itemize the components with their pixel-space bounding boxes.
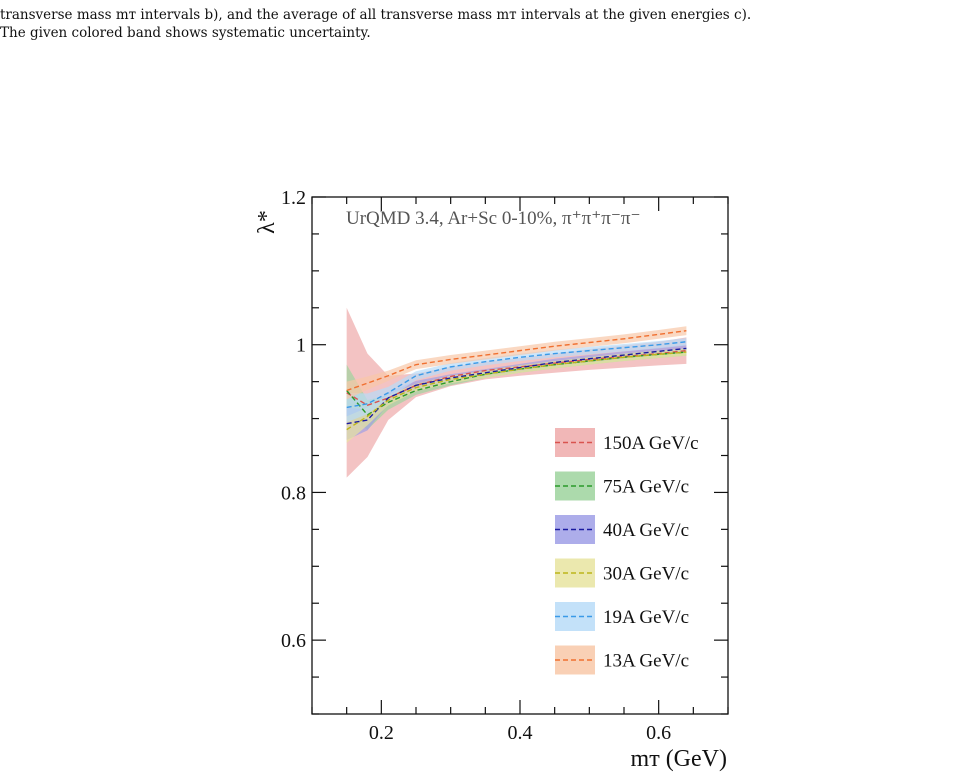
line-19a-gev-c	[346, 341, 687, 409]
x-tick-label: 0.2	[369, 722, 394, 744]
series-lines	[346, 329, 687, 431]
line-75a-gev-c	[346, 351, 687, 416]
legend: 150A GeV/c 75A GeV/c 40A GeV/c 30A GeV/c 19A…	[555, 428, 699, 675]
y-tick-label: 1	[296, 335, 306, 357]
x-tick-label: 0.4	[508, 722, 533, 744]
y-axis-title: λ*	[254, 210, 280, 234]
legend-label: 40A GeV/c	[603, 520, 689, 541]
legend-item-40a-gev-c: 40A GeV/c	[555, 515, 689, 544]
legend-label: 19A GeV/c	[603, 607, 689, 628]
legend-label: 150A GeV/c	[603, 433, 699, 454]
line-40a-gev-c	[346, 347, 687, 425]
legend-item-19a-gev-c: 19A GeV/c	[555, 602, 689, 631]
legend-label: 75A GeV/c	[603, 477, 689, 498]
axis-ticks: 0.2 0.4 0.6 0.6 0.8 1 1.2	[281, 187, 729, 744]
caption-line-1: transverse mass mᴛ intervals b), and the…	[0, 7, 752, 23]
legend-item-30a-gev-c: 30A GeV/c	[555, 558, 689, 588]
figure-caption: transverse mass mᴛ intervals b), and the…	[0, 6, 975, 42]
legend-label: 13A GeV/c	[603, 651, 689, 672]
line-30a-gev-c	[346, 351, 687, 431]
band-13a-gev-c	[346, 326, 687, 400]
legend-item-150a-gev-c: 150A GeV/c	[555, 428, 699, 457]
x-tick-label: 0.6	[646, 722, 671, 744]
plot-frame	[311, 196, 729, 715]
x-axis-title: mᴛ (GeV)	[631, 746, 727, 772]
y-tick-label: 0.8	[281, 482, 306, 504]
legend-item-13a-gev-c: 13A GeV/c	[555, 645, 689, 675]
y-tick-label: 1.2	[281, 187, 306, 209]
legend-item-75a-gev-c: 75A GeV/c	[555, 471, 689, 501]
y-axis-title-text: λ*	[254, 210, 280, 234]
chart-annotation: UrQMD 3.4, Ar+Sc 0-10%, π⁺π⁺π⁻π⁻	[346, 208, 641, 229]
y-tick-label: 0.6	[281, 630, 306, 652]
line-13a-gev-c	[346, 329, 687, 392]
legend-label: 30A GeV/c	[603, 564, 689, 585]
line-150a-gev-c	[346, 349, 687, 407]
caption-line-2: The given colored band shows systematic …	[0, 25, 371, 41]
